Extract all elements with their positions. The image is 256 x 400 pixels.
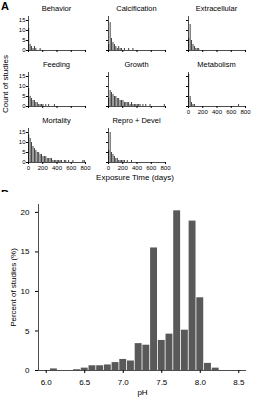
svg-text:8.5: 8.5 [233,378,245,387]
html-text:Growth: Growth [124,60,149,69]
html-text:Count of studies: Count of studies [1,55,10,113]
svg-text:15: 15 [19,17,26,23]
svg-text:10: 10 [19,83,26,89]
html-text:Extracellular: Extracellular [195,4,238,13]
svg-text:400: 400 [52,165,63,171]
html-text:Feeding: Feeding [42,60,70,69]
html-text:Behavior: Behavior [41,4,72,13]
svg-text:5: 5 [22,149,26,155]
svg-text:0: 0 [22,103,26,109]
html-text:Calcification: Calcification [116,4,157,13]
svg-text:7.5: 7.5 [156,378,168,387]
svg-text:0: 0 [187,109,191,115]
svg-text:200: 200 [118,165,129,171]
html-text:Repro + Devel: Repro + Devel [112,116,161,125]
svg-text:15: 15 [19,129,26,135]
svg-text:800: 800 [80,165,91,171]
svg-text:6.5: 6.5 [79,378,91,387]
html-text:Exposure Time (days): Exposure Time (days) [96,173,174,182]
html-text:A: A [1,0,9,12]
svg-text:800: 800 [160,165,171,171]
svg-text:6.0: 6.0 [41,378,53,387]
html-text:B: B [1,188,9,200]
svg-text:0: 0 [25,366,30,375]
svg-text:600: 600 [66,165,77,171]
svg-text:5: 5 [22,93,26,99]
svg-text:10: 10 [21,287,30,296]
svg-text:200: 200 [198,109,209,115]
svg-text:10: 10 [19,27,26,33]
svg-text:600: 600 [146,165,157,171]
svg-text:200: 200 [38,165,49,171]
svg-text:5: 5 [22,37,26,43]
svg-text:20: 20 [21,208,30,217]
svg-text:Percent of studies (%): Percent of studies (%) [9,248,18,327]
svg-text:8.0: 8.0 [195,378,207,387]
svg-text:600: 600 [226,109,237,115]
svg-text:5: 5 [25,327,30,336]
html-text:Mortality: Mortality [42,116,71,125]
html-text:Metabolism: Metabolism [197,60,236,69]
svg-text:pH: pH [137,388,147,397]
svg-text:0: 0 [107,165,111,171]
svg-text:0: 0 [22,47,26,53]
svg-text:0: 0 [22,159,26,165]
svg-text:400: 400 [132,165,143,171]
svg-text:800: 800 [240,109,251,115]
svg-text:7.0: 7.0 [118,378,130,387]
svg-text:15: 15 [21,247,30,256]
svg-text:400: 400 [212,109,223,115]
svg-text:10: 10 [19,139,26,145]
svg-text:0: 0 [27,165,31,171]
svg-text:15: 15 [19,73,26,79]
